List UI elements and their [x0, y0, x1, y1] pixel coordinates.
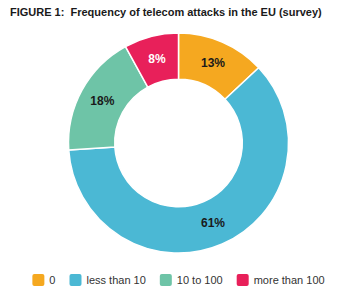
data-label: 61%: [201, 216, 225, 230]
legend: 0 less than 10 10 to 100 more than 100: [32, 274, 324, 286]
legend-label: 0: [49, 274, 55, 286]
legend-swatch: [160, 274, 172, 286]
title: FIGURE 1: Frequency of telecom attacks i…: [10, 6, 322, 18]
legend-swatch: [237, 274, 249, 286]
data-label: 13%: [201, 56, 225, 70]
legend-label: 10 to 100: [177, 274, 223, 286]
legend-item: more than 100: [237, 274, 325, 286]
legend-swatch: [32, 274, 44, 286]
data-label: 8%: [148, 52, 166, 66]
slices: [69, 33, 289, 253]
data-labels: 13% 61% 18% 8%: [90, 52, 225, 230]
donut-slice: [69, 68, 289, 253]
legend-swatch: [69, 274, 81, 286]
legend-item: 10 to 100: [160, 274, 223, 286]
donut-slice: [126, 33, 179, 87]
legend-item: less than 10: [69, 274, 145, 286]
chart: FIGURE 1: Frequency of telecom attacks i…: [0, 0, 357, 297]
legend-label: more than 100: [254, 274, 325, 286]
legend-item: 0: [32, 274, 55, 286]
data-label: 18%: [90, 94, 114, 108]
legend-label: less than 10: [86, 274, 145, 286]
